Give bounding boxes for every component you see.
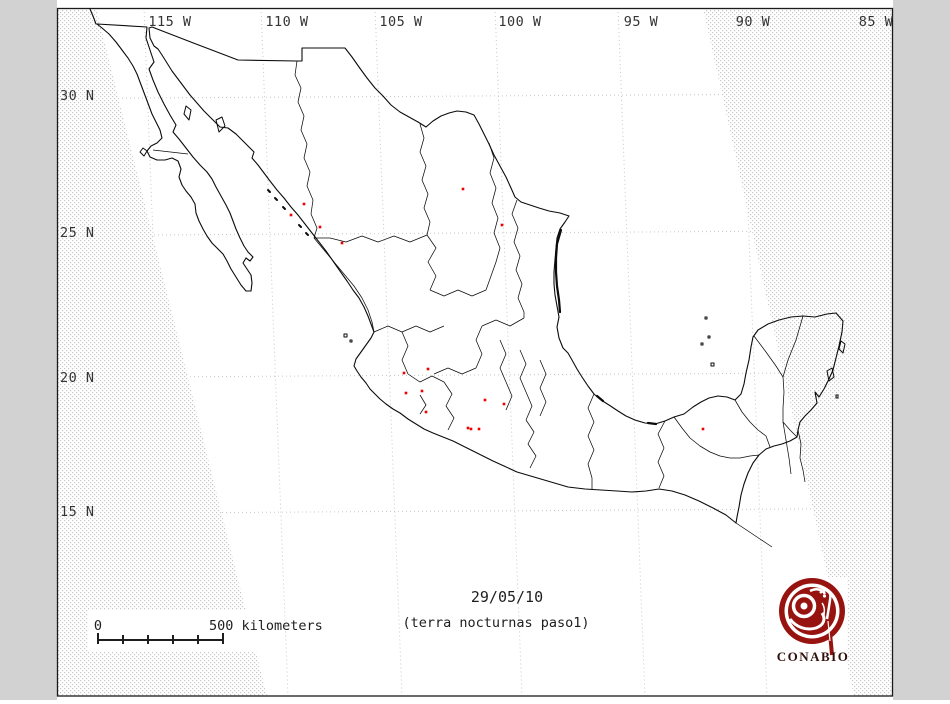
fire-hotspot-dot [500,223,504,227]
state-borders [152,60,806,548]
baja-peninsula [96,23,254,292]
islands [139,105,846,399]
caption-label: (terra nocturnas paso1) [403,615,590,631]
map-frame [56,7,894,697]
scale-zero-label: 0 [94,618,102,634]
scale-bar: 0 500 kilometers [94,618,323,644]
fire-hotspot-dot [477,427,481,431]
conabio-logo-label: CONABIO [777,649,850,664]
meridian-line [260,8,289,696]
lon-label: 85 W [859,14,894,30]
fire-hotspot-dot [701,427,705,431]
fire-hotspot-dot [404,391,408,395]
lon-label: 115 W [148,14,192,30]
lon-label: 90 W [736,14,771,30]
latitude-labels: 30 N 25 N 20 N 15 N [60,88,95,520]
meridian-line [617,8,646,696]
fire-hotspot-dot [402,371,406,375]
fire-hotspot-dot [289,213,293,217]
meridian-line [494,8,523,696]
fire-hotspot-dot [424,410,428,414]
mexico-outline [89,8,846,524]
no-coverage-hatch [58,8,892,696]
fire-hotspot-dot [420,389,424,393]
meridian-line [374,8,403,696]
fire-hotspot-dot [466,426,470,430]
conabio-logo: CONABIO [777,578,850,664]
fire-hotspot-dot [318,225,322,229]
lon-label: 100 W [498,14,542,30]
fire-hotspot-dot [502,402,506,406]
mainland-coastline [148,26,844,524]
scalebar-backing [88,610,262,652]
us-coast-stub [89,8,97,25]
coastal-lagoons [554,228,658,426]
conabio-logo-icon [779,578,845,656]
fire-hotspot-layer [289,187,705,431]
fire-hotspot-dot [302,202,306,206]
lon-label: 95 W [624,14,659,30]
longitude-labels: 115 W 110 W 105 W 100 W 95 W 90 W 85 W [148,14,893,30]
fire-hotspot-dot [426,367,430,371]
fire-hotspot-dot [483,398,487,402]
lon-label: 110 W [265,14,309,30]
lon-label: 105 W [379,14,423,30]
lat-label: 15 N [60,504,95,520]
fire-hotspot-dot [340,241,344,245]
lat-label: 25 N [60,225,95,241]
date-label: 29/05/10 [471,588,543,606]
fire-hotspot-dot [469,427,473,431]
fire-hotspot-dot [461,187,465,191]
lat-label: 30 N [60,88,95,104]
lat-label: 20 N [60,370,95,386]
scale-length-label: 500 kilometers [209,618,323,634]
meridian-line [739,8,768,696]
